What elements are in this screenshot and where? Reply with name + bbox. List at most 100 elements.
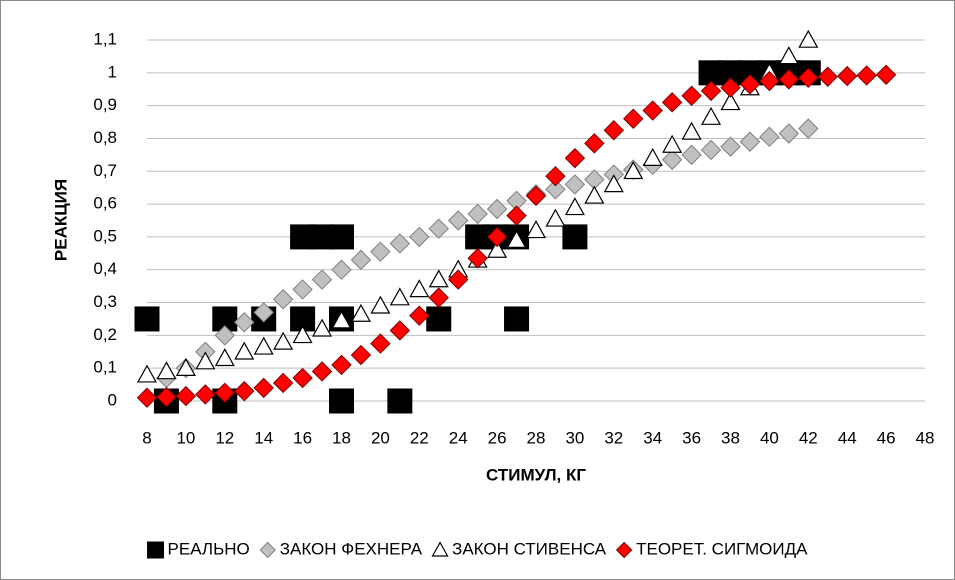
point — [409, 305, 430, 326]
y-tick-label: 0,3 — [93, 292, 117, 311]
point — [428, 269, 449, 288]
point — [486, 226, 508, 248]
point — [428, 218, 449, 239]
point — [759, 126, 780, 148]
point — [817, 66, 838, 87]
point — [331, 354, 352, 376]
point — [409, 226, 430, 248]
x-tick-label: 22 — [410, 428, 429, 447]
point — [739, 74, 761, 95]
point — [720, 136, 741, 157]
point — [447, 210, 469, 231]
point — [253, 336, 274, 355]
y-tick-label: 0,4 — [93, 259, 117, 278]
point — [389, 320, 411, 341]
point — [562, 224, 588, 250]
x-tick-label: 44 — [838, 428, 857, 447]
point — [798, 29, 819, 48]
point — [426, 306, 452, 332]
point — [564, 147, 586, 169]
point — [504, 306, 530, 332]
x-tick-label: 18 — [332, 428, 351, 447]
point — [778, 123, 800, 144]
x-tick-label: 40 — [760, 428, 779, 447]
point — [311, 361, 333, 382]
point — [798, 118, 819, 139]
y-tick-label: 1,1 — [93, 29, 117, 48]
y-tick-label: 0,5 — [93, 226, 117, 245]
point — [312, 318, 333, 337]
legend-label: ТЕОРЕТ. СИГМОИДА — [636, 539, 808, 558]
x-tick-label: 24 — [449, 428, 468, 447]
point — [759, 70, 780, 92]
point — [564, 197, 585, 216]
point — [623, 108, 644, 129]
point — [506, 205, 527, 226]
x-axis-title: СТИМУЛ, КГ — [486, 465, 586, 484]
point — [156, 386, 177, 408]
point — [272, 289, 294, 310]
point — [350, 249, 372, 271]
point — [545, 179, 566, 200]
point — [387, 388, 413, 414]
y-tick-label: 0 — [108, 390, 117, 409]
point — [370, 333, 391, 354]
point — [428, 287, 449, 308]
point — [739, 131, 761, 152]
point — [720, 92, 741, 111]
point — [642, 100, 663, 121]
x-tick-label: 16 — [293, 428, 312, 447]
y-tick-label: 0,2 — [93, 325, 117, 344]
point — [545, 165, 566, 187]
point — [681, 144, 702, 166]
legend-marker — [615, 541, 633, 559]
x-tick-label: 32 — [604, 428, 623, 447]
point — [409, 279, 430, 298]
point — [875, 64, 897, 85]
legend-label: ЗАКОН СТИВЕНСА — [452, 539, 607, 558]
point — [195, 351, 216, 370]
point — [370, 295, 391, 314]
legend-label: РЕАЛЬНО — [168, 539, 250, 558]
point — [175, 385, 197, 407]
point — [350, 303, 371, 322]
point — [292, 325, 313, 344]
point — [467, 203, 488, 225]
point — [389, 233, 411, 254]
x-tick-label: 46 — [877, 428, 896, 447]
x-tick-label: 12 — [215, 428, 234, 447]
point — [311, 269, 333, 290]
y-axis-title: РЕАКЦИЯ — [51, 179, 70, 261]
point — [661, 92, 683, 113]
point — [584, 185, 605, 204]
x-tick-label: 14 — [254, 428, 273, 447]
point — [329, 224, 354, 250]
point — [214, 382, 236, 404]
x-tick-label: 34 — [643, 428, 662, 447]
point — [234, 341, 255, 360]
x-tick-label: 8 — [142, 428, 151, 447]
legend-label: ЗАКОН ФЕХНЕРА — [280, 539, 423, 558]
point — [525, 185, 547, 207]
point — [662, 134, 683, 153]
point — [506, 229, 527, 248]
x-tick-label: 20 — [371, 428, 390, 447]
point — [234, 312, 255, 333]
point — [778, 46, 799, 65]
point — [136, 387, 158, 408]
legend-marker — [431, 541, 449, 557]
y-tick-label: 0,6 — [93, 194, 117, 213]
point — [856, 65, 877, 86]
y-tick-label: 0,1 — [93, 358, 117, 377]
x-tick-label: 42 — [799, 428, 818, 447]
x-tick-label: 36 — [682, 428, 701, 447]
point — [720, 77, 741, 98]
point — [447, 269, 469, 290]
y-tick-label: 0,8 — [93, 128, 117, 147]
point — [486, 198, 508, 220]
point — [136, 364, 158, 383]
point — [273, 331, 294, 350]
x-tick-label: 10 — [176, 428, 195, 447]
x-tick-label: 30 — [565, 428, 584, 447]
